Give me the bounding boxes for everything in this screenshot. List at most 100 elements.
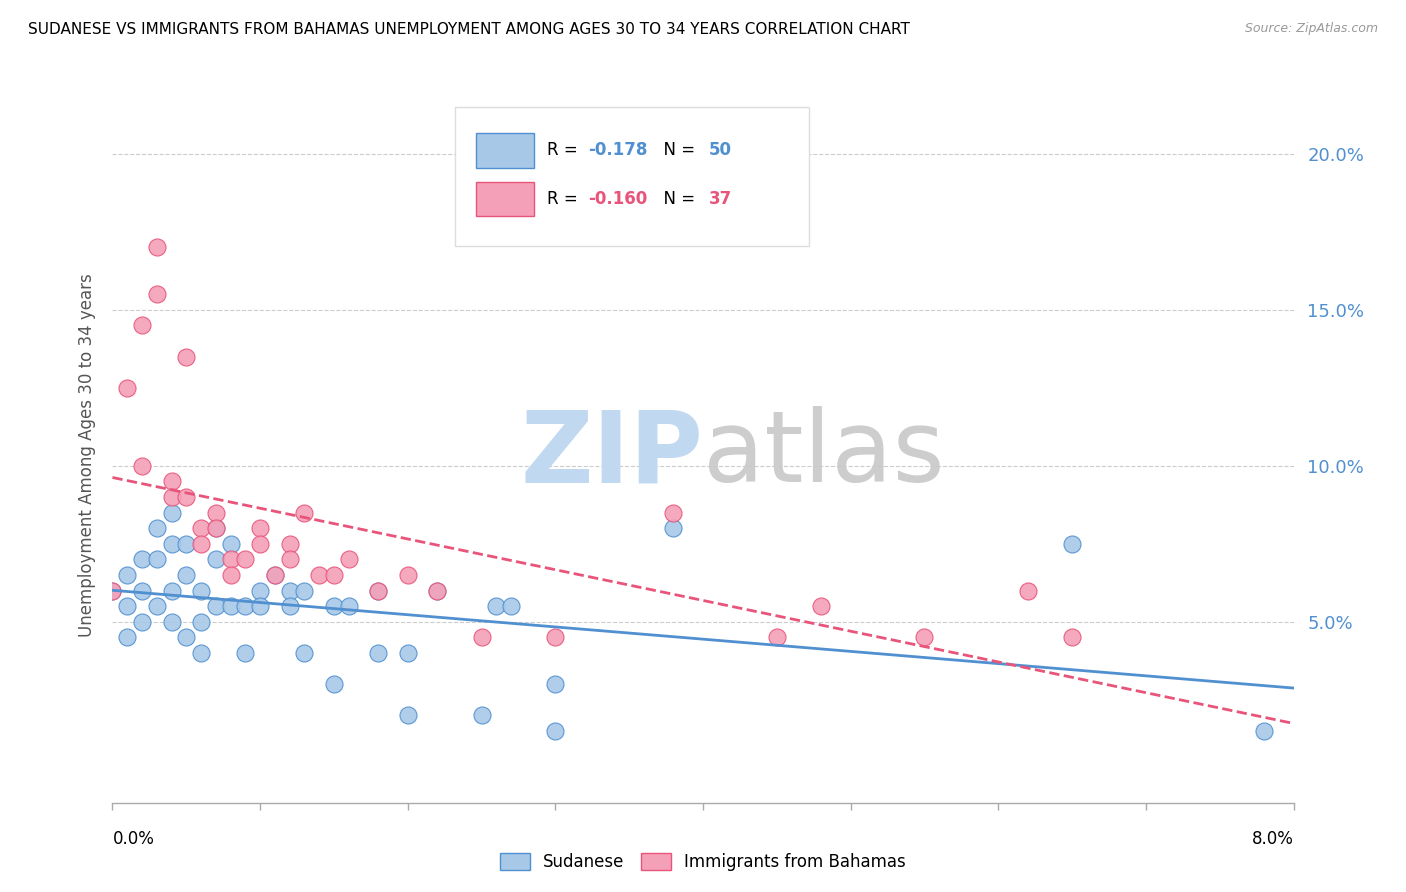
Point [471, 631, 494, 645]
Point [662, 506, 685, 520]
Text: N =: N = [654, 141, 700, 159]
Legend: Sudanese, Immigrants from Bahamas: Sudanese, Immigrants from Bahamas [494, 847, 912, 878]
Point [174, 631, 197, 645]
Text: R =: R = [547, 141, 583, 159]
Point [323, 599, 346, 614]
Text: -0.178: -0.178 [589, 141, 648, 159]
Point [131, 615, 153, 629]
Point [219, 552, 242, 566]
Point [249, 537, 271, 551]
Point [396, 646, 419, 660]
Text: N =: N = [654, 190, 700, 208]
Point [205, 599, 228, 614]
Point [205, 521, 228, 535]
Point [501, 599, 523, 614]
Point [117, 568, 138, 582]
Point [337, 552, 360, 566]
Point [146, 552, 169, 566]
Point [160, 506, 183, 520]
Point [544, 677, 567, 691]
Point [337, 599, 360, 614]
Point [190, 521, 212, 535]
Point [233, 646, 256, 660]
Point [471, 708, 494, 723]
Point [160, 475, 183, 489]
FancyBboxPatch shape [477, 134, 534, 168]
Point [323, 677, 346, 691]
Point [662, 521, 685, 535]
Point [278, 583, 301, 598]
Point [205, 506, 228, 520]
Point [485, 599, 508, 614]
Point [160, 583, 183, 598]
Point [101, 583, 124, 598]
Point [190, 615, 212, 629]
Text: 37: 37 [709, 190, 733, 208]
FancyBboxPatch shape [456, 107, 810, 246]
Point [233, 599, 256, 614]
Point [278, 537, 301, 551]
Point [278, 599, 301, 614]
Text: 50: 50 [709, 141, 733, 159]
Point [1017, 583, 1039, 598]
Point [131, 318, 153, 333]
Point [131, 552, 153, 566]
Point [544, 724, 567, 739]
Point [146, 521, 169, 535]
Point [367, 646, 389, 660]
Point [205, 521, 228, 535]
Point [219, 568, 242, 582]
FancyBboxPatch shape [477, 182, 534, 216]
Point [101, 583, 124, 598]
Point [1253, 724, 1275, 739]
Point [323, 568, 346, 582]
Point [1062, 537, 1084, 551]
Point [249, 583, 271, 598]
Point [278, 552, 301, 566]
Point [146, 240, 169, 254]
Point [426, 583, 449, 598]
Point [219, 599, 242, 614]
Point [131, 458, 153, 473]
Point [426, 583, 449, 598]
Point [190, 646, 212, 660]
Point [264, 568, 287, 582]
Text: -0.160: -0.160 [589, 190, 648, 208]
Point [174, 350, 197, 364]
Point [292, 506, 315, 520]
Point [292, 646, 315, 660]
Text: SUDANESE VS IMMIGRANTS FROM BAHAMAS UNEMPLOYMENT AMONG AGES 30 TO 34 YEARS CORRE: SUDANESE VS IMMIGRANTS FROM BAHAMAS UNEM… [28, 22, 910, 37]
Point [146, 287, 169, 301]
Point [117, 381, 138, 395]
Point [219, 537, 242, 551]
Point [146, 599, 169, 614]
Point [131, 583, 153, 598]
Point [264, 568, 287, 582]
Point [233, 552, 256, 566]
Point [174, 490, 197, 504]
Point [174, 537, 197, 551]
Point [544, 631, 567, 645]
Point [765, 631, 787, 645]
Point [1062, 631, 1084, 645]
Point [249, 521, 271, 535]
Point [160, 537, 183, 551]
Point [174, 568, 197, 582]
Point [810, 599, 832, 614]
Point [205, 552, 228, 566]
Text: 0.0%: 0.0% [112, 830, 155, 847]
Point [308, 568, 330, 582]
Y-axis label: Unemployment Among Ages 30 to 34 years: Unemployment Among Ages 30 to 34 years [77, 273, 96, 637]
Point [396, 708, 419, 723]
Point [160, 490, 183, 504]
Point [160, 615, 183, 629]
Text: atlas: atlas [703, 407, 945, 503]
Point [117, 631, 138, 645]
Point [190, 537, 212, 551]
Text: Source: ZipAtlas.com: Source: ZipAtlas.com [1244, 22, 1378, 36]
Text: 8.0%: 8.0% [1251, 830, 1294, 847]
Point [367, 583, 389, 598]
Point [367, 583, 389, 598]
Point [914, 631, 936, 645]
Point [396, 568, 419, 582]
